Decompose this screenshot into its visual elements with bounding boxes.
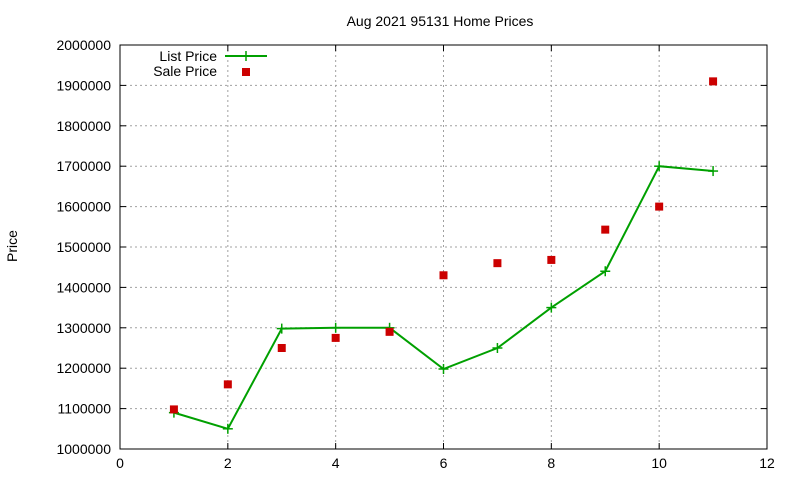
x-tick-label: 2 — [224, 455, 232, 471]
sale-price-point — [493, 259, 502, 268]
x-tick-label: 0 — [116, 455, 124, 471]
sale-price-point — [547, 255, 556, 264]
list-price-point — [708, 166, 719, 177]
x-tick-label: 10 — [651, 455, 667, 471]
y-tick-label: 1400000 — [56, 279, 111, 295]
list-price-point — [222, 423, 233, 434]
list-price-point — [330, 322, 341, 333]
series-list-price — [168, 161, 719, 434]
y-axis-label: Price — [4, 230, 20, 262]
y-tick-label: 1900000 — [56, 77, 111, 93]
legend: List Price Sale Price — [153, 48, 267, 79]
grid — [120, 45, 767, 449]
y-tick-label: 1100000 — [58, 401, 112, 417]
legend-label-sale-price: Sale Price — [153, 63, 217, 79]
plot-frame — [119, 44, 768, 450]
y-tick-label: 1500000 — [56, 239, 111, 255]
legend-marker-sale-price — [242, 68, 250, 76]
x-tick-label: 4 — [332, 455, 340, 471]
chart-title: Aug 2021 95131 Home Prices — [347, 13, 534, 29]
sale-price-point — [223, 380, 232, 389]
list-price-point — [654, 161, 665, 172]
sale-price-point — [331, 333, 340, 342]
sale-price-point — [169, 405, 178, 414]
list-price-point — [546, 302, 557, 313]
sale-price-point — [385, 327, 394, 336]
x-tick-label: 12 — [759, 455, 775, 471]
y-tick-label: 1000000 — [56, 441, 111, 457]
y-tick-label: 1700000 — [56, 158, 111, 174]
legend-label-list-price: List Price — [159, 48, 217, 64]
sale-price-point — [277, 344, 286, 352]
y-tick-label: 2000000 — [56, 37, 111, 53]
sale-price-point — [601, 225, 610, 234]
x-tick-label: 8 — [547, 455, 555, 471]
sale-price-point — [655, 202, 664, 211]
x-axis: 0 2 4 6 8 10 12 — [116, 45, 775, 471]
list-price-point — [600, 266, 611, 277]
legend-marker-list-price — [241, 51, 251, 61]
x-tick-label: 6 — [440, 455, 448, 471]
legend-plus — [241, 51, 251, 61]
sale-price-point — [709, 77, 718, 86]
y-tick-label: 1800000 — [56, 118, 111, 134]
y-tick-label: 1300000 — [56, 320, 111, 336]
list-price-point — [438, 364, 449, 375]
series-sale-price — [169, 77, 718, 414]
y-tick-label: 1600000 — [56, 199, 111, 215]
y-axis: 1000000 1100000 1200000 1300000 1400000 15000… — [56, 37, 767, 457]
y-tick-label: 1200000 — [56, 360, 111, 376]
sale-price-point — [439, 271, 448, 280]
list-price-point — [276, 323, 287, 334]
list-price-point — [492, 343, 503, 353]
